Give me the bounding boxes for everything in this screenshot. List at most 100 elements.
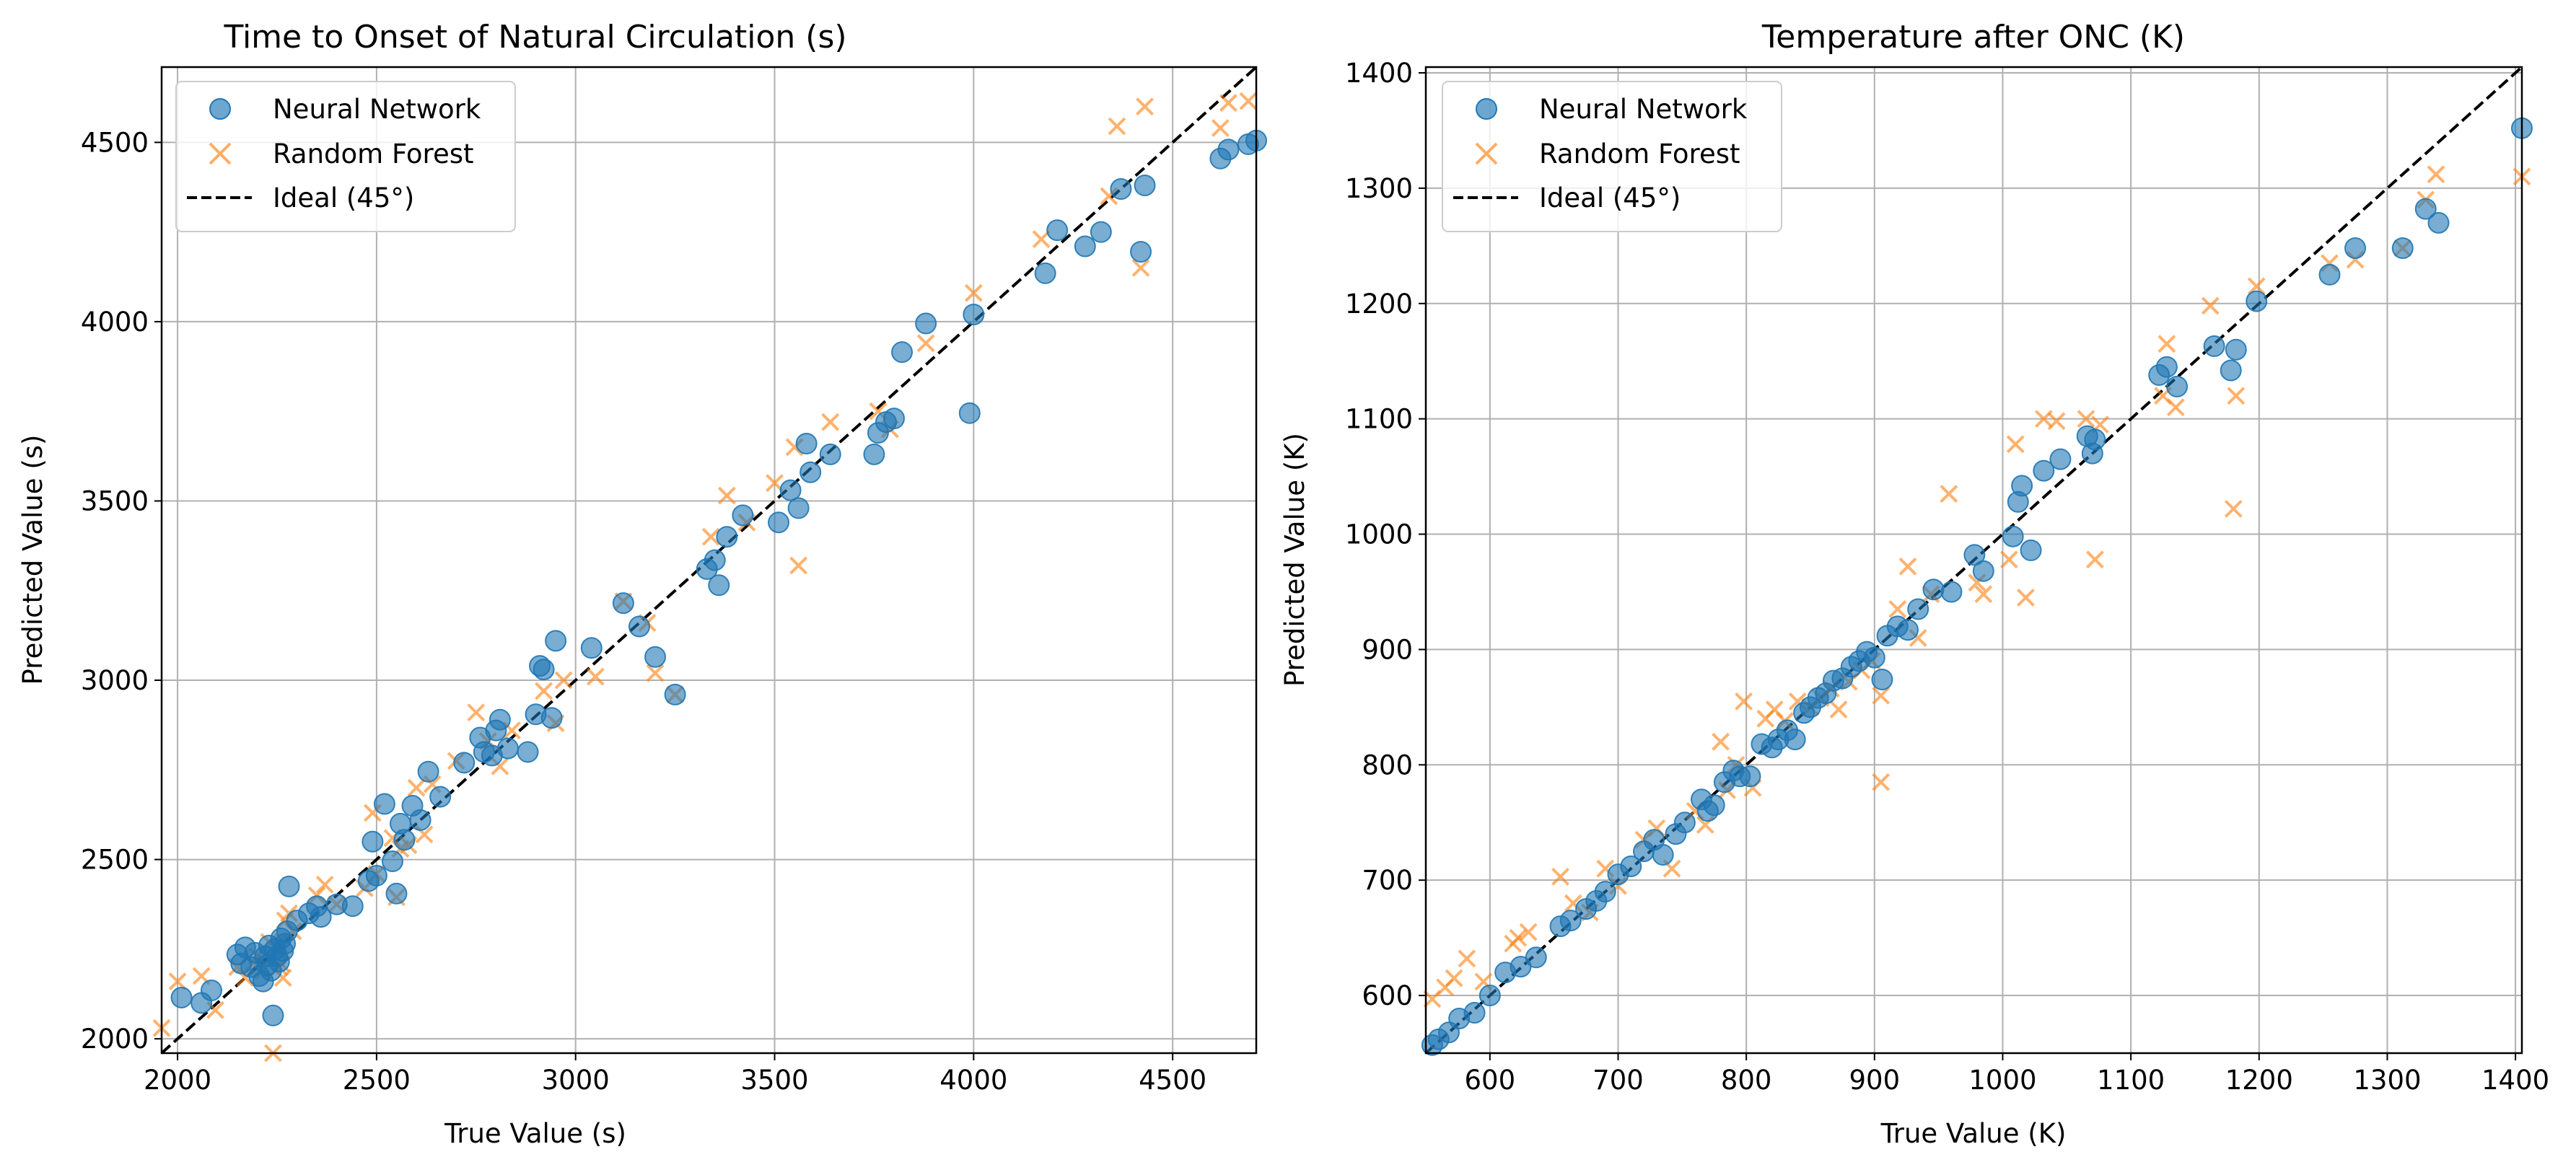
random-forest-point: [315, 875, 334, 894]
random-forest-point: [2017, 589, 2035, 607]
neural-network-point: [2344, 237, 2367, 260]
neural-network-point: [2246, 290, 2268, 312]
neural-network-point: [2084, 428, 2106, 451]
random-forest-point: [1898, 557, 1917, 576]
random-forest-point: [701, 527, 720, 546]
y-tick-label: 800: [1362, 749, 1413, 780]
random-forest-point: [2427, 165, 2445, 184]
neural-network-point: [883, 408, 906, 430]
neural-network-point: [2391, 237, 2414, 260]
random-forest-point: [2224, 499, 2243, 518]
y-tick-label: 1000: [1345, 519, 1413, 550]
y-tick-label: 3000: [81, 665, 149, 696]
neural-network-point: [310, 906, 332, 928]
neural-network-point: [2225, 338, 2247, 361]
neural-network-point: [2033, 459, 2055, 482]
neural-network-point: [732, 504, 754, 527]
chart-title: Time to Onset of Natural Circulation (s): [223, 19, 846, 56]
random-forest-point: [535, 682, 553, 700]
y-axis-label: Predicted Value (s): [17, 435, 48, 685]
x-tick-label: 1200: [2225, 1065, 2293, 1096]
y-tick-label: 1100: [1345, 404, 1413, 435]
neural-network-point: [2011, 475, 2033, 497]
axes-frame: [160, 66, 1258, 1055]
neural-network-point: [545, 630, 567, 652]
neural-network-point: [963, 303, 985, 325]
random-forest-point: [586, 667, 605, 686]
neural-network-point: [1620, 855, 1642, 877]
random-forest-point: [554, 671, 573, 690]
plot-frame: [1424, 66, 2523, 1055]
neural-network-point: [2049, 448, 2072, 470]
y-tick-label: 2500: [81, 845, 149, 876]
neural-network-point: [429, 786, 452, 808]
neural-network-point: [262, 1004, 284, 1026]
x-tick-label: 900: [1849, 1065, 1901, 1096]
neural-network-point: [278, 875, 300, 897]
neural-network-point: [628, 615, 650, 638]
neural-network-points: [1421, 117, 2533, 1056]
random-forest-point: [1219, 94, 1237, 113]
legend-marker-neural-network: [209, 98, 231, 120]
random-forest-point: [1712, 732, 1730, 751]
y-tick-label: 700: [1362, 865, 1413, 896]
neural-network-point: [1739, 765, 1761, 788]
random-forest-point: [1974, 585, 1993, 604]
random-forest-point: [1211, 119, 1230, 137]
legend-label-neural-network: Neural Network: [1539, 94, 1748, 125]
x-tick-label: 3000: [542, 1065, 610, 1096]
neural-network-point: [2318, 263, 2341, 286]
random-forest-point: [1458, 949, 1476, 968]
y-tick-label: 1400: [1345, 58, 1413, 89]
neural-network-point: [1463, 1002, 1486, 1024]
random-forest-point: [916, 334, 935, 353]
neural-network-points: [170, 129, 1267, 1026]
neural-network-point: [2002, 525, 2024, 547]
legend-marker-random-forest: [1475, 142, 1498, 165]
axis-ticks: 600 700 800 900 1000 1100 1200 1300 1400 600 700 80…: [1345, 58, 2549, 1096]
neural-network-point: [365, 864, 387, 887]
neural-network-point: [362, 830, 384, 853]
x-tick-label: 3500: [740, 1065, 808, 1096]
neural-network-point: [1217, 138, 1240, 161]
neural-network-point: [1130, 241, 1152, 263]
y-tick-label: 4500: [81, 127, 149, 158]
random-forest-point: [2047, 412, 2066, 431]
y-tick-label: 1200: [1345, 289, 1413, 320]
neural-network-point: [373, 793, 395, 815]
neural-network-point: [489, 708, 511, 731]
random-forest-point: [964, 283, 983, 302]
random-forest-point: [1509, 928, 1528, 947]
y-axis-label: Predicted Value (K): [1279, 433, 1310, 687]
legend: Neural Network Random Forest Ideal (45°): [175, 81, 516, 232]
neural-network-point: [891, 341, 914, 364]
x-tick-label: 800: [1721, 1065, 1772, 1096]
neural-network-point: [200, 980, 222, 1002]
neural-network-point: [958, 402, 981, 424]
neural-network-point: [768, 511, 790, 534]
neural-network-point: [1784, 729, 1806, 751]
random-forest-point: [1108, 117, 1126, 136]
neural-network-point: [2155, 356, 2178, 378]
random-forest-point: [2201, 296, 2220, 315]
neural-network-point: [704, 549, 726, 571]
neural-network-point: [533, 659, 555, 681]
random-forest-point: [407, 778, 426, 797]
neural-network-point: [1046, 219, 1069, 242]
legend-marker-random-forest: [209, 142, 232, 165]
random-forest-point: [1239, 92, 1258, 110]
y-tick-label: 2000: [81, 1024, 149, 1055]
axes-frame: [1424, 66, 2523, 1055]
neural-network-point: [170, 986, 193, 1008]
x-axis-label: True Value (K): [1880, 1118, 2067, 1149]
y-tick-label: 4000: [81, 307, 149, 338]
x-tick-label: 1100: [2097, 1065, 2165, 1096]
random-forest-point: [2006, 435, 2025, 454]
neural-network-point: [1897, 619, 1919, 641]
neural-network-point: [1703, 794, 1725, 817]
random-forest-point: [1735, 692, 1753, 711]
random-forest-point: [2157, 335, 2176, 353]
x-tick-label: 600: [1465, 1065, 1516, 1096]
random-forest-point: [1136, 97, 1154, 116]
